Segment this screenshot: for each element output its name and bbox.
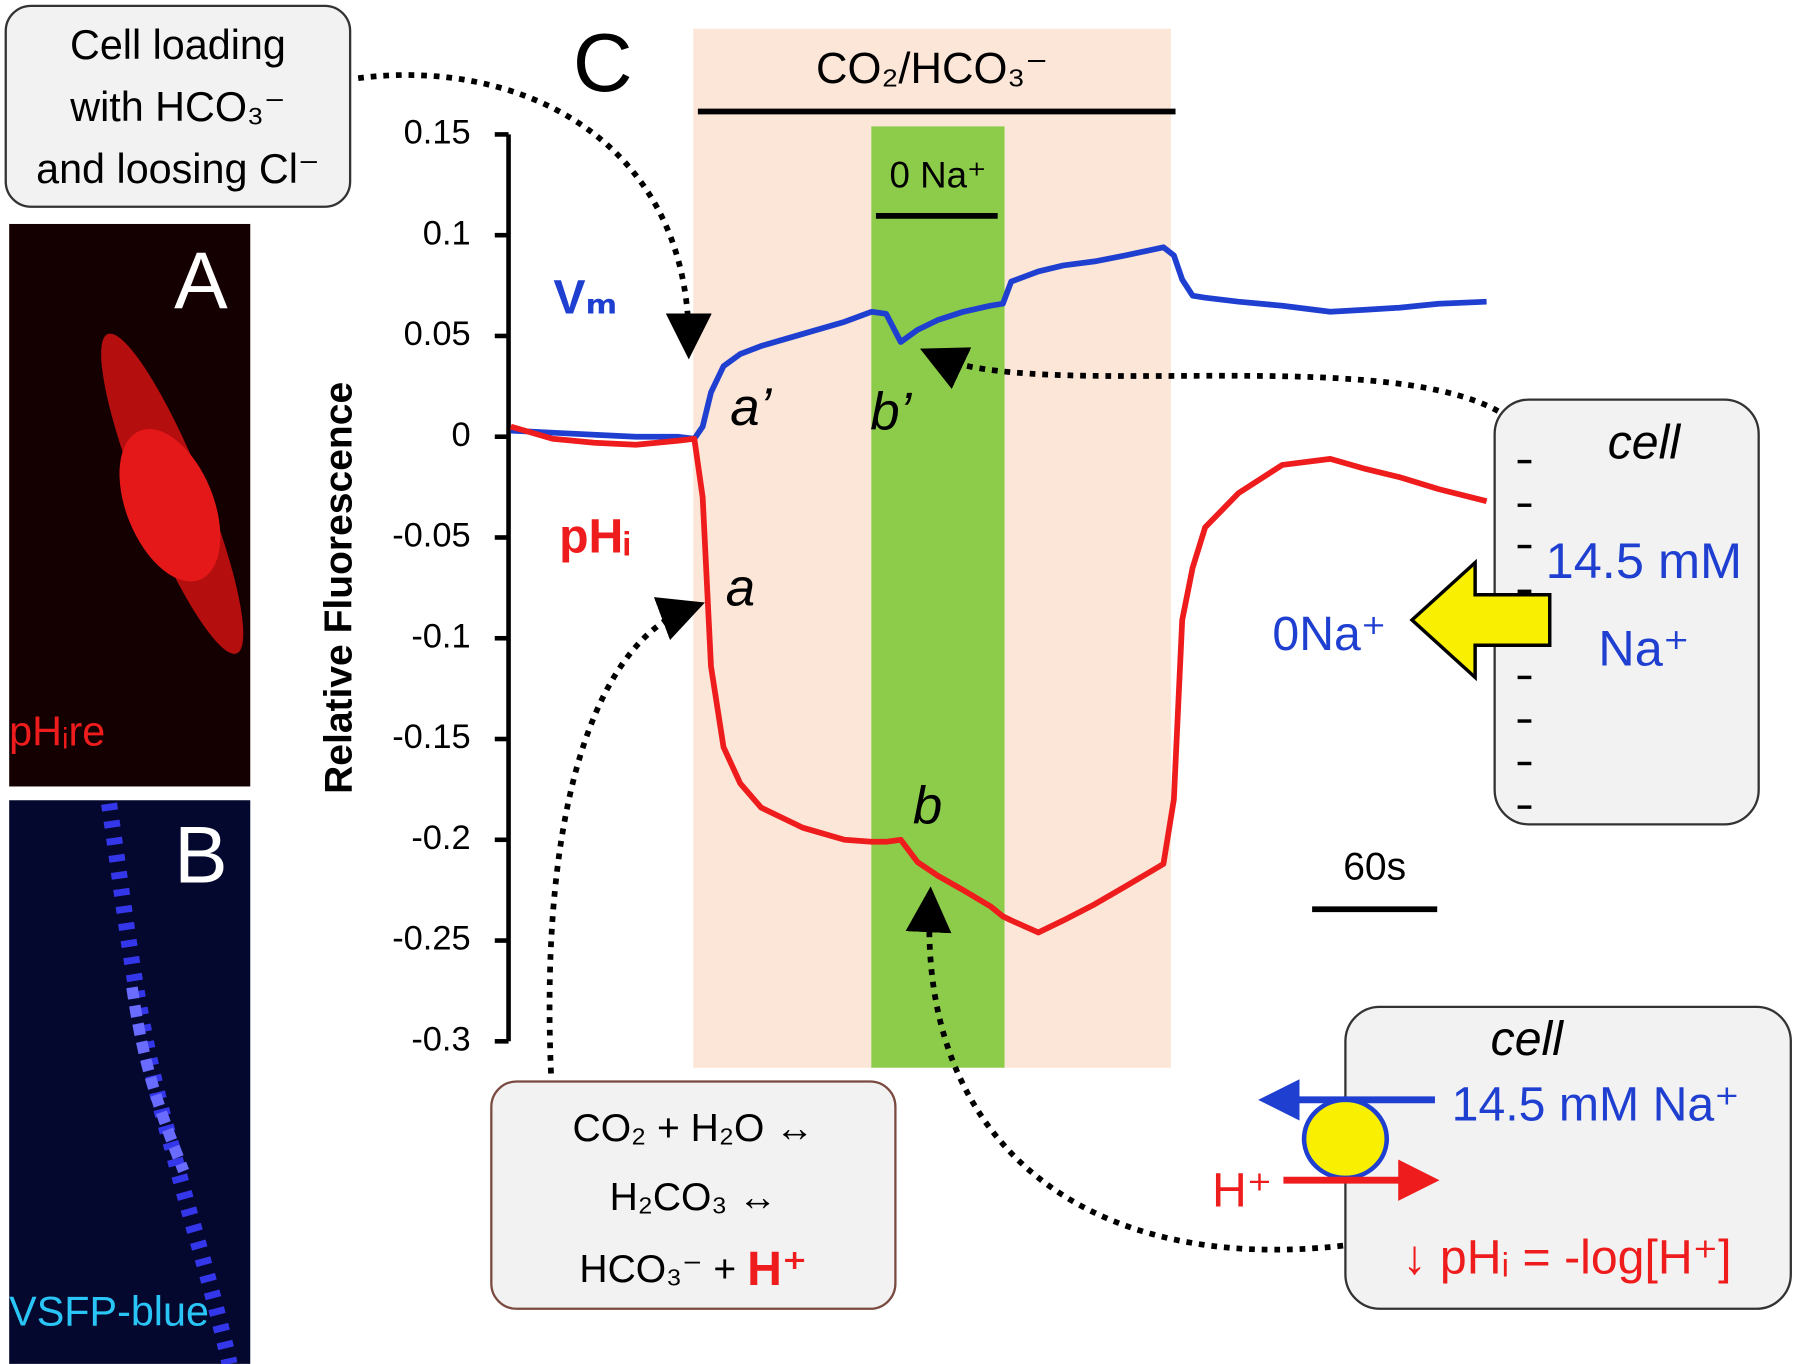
note-text: H⁺ xyxy=(747,1242,807,1296)
y-tick-label: -0.2 xyxy=(411,819,470,857)
point-label: a’ xyxy=(730,378,772,437)
band-label: 0 Na⁺ xyxy=(889,155,986,196)
band-label: CO₂/HCO₃⁻ xyxy=(816,45,1048,93)
y-tick-label: -0.15 xyxy=(392,718,470,756)
y-tick-label: -0.25 xyxy=(392,920,470,958)
y-tick-label: 0.15 xyxy=(404,114,471,152)
y-tick-label: -0.1 xyxy=(411,617,470,655)
cell-image xyxy=(126,986,190,1174)
y-tick-label: 0.05 xyxy=(404,315,471,353)
point-label: b’ xyxy=(870,383,912,442)
panel-label: B xyxy=(174,810,228,900)
note-box xyxy=(490,1080,897,1310)
panel-caption: VSFP-blue xyxy=(9,1288,209,1334)
note-text: ↓ pHᵢ = -log[H⁺] xyxy=(1402,1230,1731,1284)
note-text: and loosing Cl⁻ xyxy=(36,146,320,192)
note-text: HCO₃⁻ + H⁺ xyxy=(579,1242,807,1296)
series-label: Vₘ xyxy=(553,271,617,325)
pointer xyxy=(357,72,712,360)
pointer xyxy=(546,597,705,1074)
note-box xyxy=(4,4,352,208)
bands: CO₂/HCO₃⁻ 0 Na⁺ xyxy=(693,28,1176,1068)
y-tick-label: 0 xyxy=(452,416,471,454)
chart-title: C xyxy=(573,16,633,109)
note-text: Na⁺ xyxy=(1598,619,1689,676)
point-label: a xyxy=(726,558,755,617)
note-text: H₂CO₃ ↔ xyxy=(610,1176,778,1219)
note-text: cell xyxy=(1491,1012,1565,1066)
note-text: H⁺ xyxy=(1212,1164,1272,1218)
pointer xyxy=(919,347,1500,414)
cell-image xyxy=(119,428,221,582)
note-text: 0Na⁺ xyxy=(1272,607,1386,661)
series-line xyxy=(510,423,1488,936)
scale-bar-label: 60s xyxy=(1343,845,1406,888)
flux-arrow xyxy=(1409,558,1552,682)
y-tick-label: 0.1 xyxy=(423,214,471,252)
note-text: with HCO₃⁻ xyxy=(69,84,285,130)
pointer xyxy=(905,886,1344,1253)
note-text: 14.5 mM Na⁺ xyxy=(1452,1078,1740,1132)
note-text: CO₂ + H₂O ↔ xyxy=(573,1107,815,1150)
series-label: pHᵢ xyxy=(559,509,630,563)
note-text: HCO₃⁻ + xyxy=(579,1248,747,1291)
note-text: Cell loading xyxy=(70,22,286,68)
series-line xyxy=(510,244,1487,442)
panel-label: A xyxy=(174,236,228,326)
point-label: b xyxy=(913,776,942,835)
note-text: cell xyxy=(1608,415,1682,469)
plot: 0.15 0.1 0.05 0 -0.05 -0.1 -0.15 -0.2 -0.25 -0.3 6… xyxy=(392,114,1488,1058)
y-tick-label: -0.3 xyxy=(411,1020,470,1058)
note-text: 14.5 mM xyxy=(1546,532,1742,589)
exchanger xyxy=(1301,1097,1390,1181)
panel-caption: pHᵢre xyxy=(9,709,105,755)
y-tick-label: -0.05 xyxy=(392,517,470,555)
band xyxy=(871,126,1005,1068)
y-axis-label: Relative Fluorescence xyxy=(317,382,360,794)
